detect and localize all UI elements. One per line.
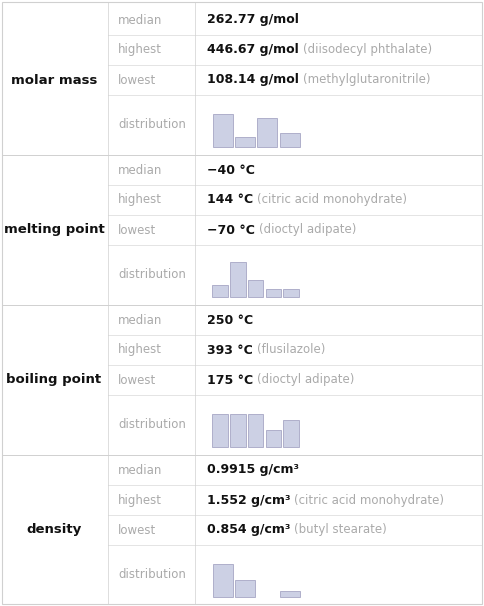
Text: 108.14 g/mol: 108.14 g/mol [207,73,299,87]
Bar [212,414,227,447]
Text: (dioctyl adipate): (dioctyl adipate) [259,224,356,236]
Bar [248,279,263,297]
Bar [230,414,245,447]
Text: median: median [118,164,162,176]
Text: highest: highest [118,44,162,56]
Text: distribution: distribution [118,119,186,132]
Text: lowest: lowest [118,224,156,236]
Bar [280,133,300,147]
Text: density: density [26,524,82,536]
Text: 446.67 g/mol: 446.67 g/mol [207,44,299,56]
Text: distribution: distribution [118,268,186,282]
Text: 0.854 g/cm³: 0.854 g/cm³ [207,524,290,536]
Text: lowest: lowest [118,373,156,387]
Text: (flusilazole): (flusilazole) [257,344,325,356]
Text: 0.9915 g/cm³: 0.9915 g/cm³ [207,464,299,476]
Text: 262.77 g/mol: 262.77 g/mol [207,13,299,27]
Bar [213,564,232,597]
Text: (butyl stearate): (butyl stearate) [294,524,387,536]
Bar [284,420,299,447]
Bar [212,285,227,297]
Bar [213,114,232,147]
Bar [235,138,255,147]
Text: highest: highest [118,193,162,207]
Text: boiling point: boiling point [6,373,102,387]
Text: distribution: distribution [118,568,186,582]
Text: highest: highest [118,344,162,356]
Text: (diisodecyl phthalate): (diisodecyl phthalate) [303,44,432,56]
Text: lowest: lowest [118,524,156,536]
Text: median: median [118,313,162,327]
Text: (citric acid monohydrate): (citric acid monohydrate) [294,493,444,507]
Bar [266,430,281,447]
Text: molar mass: molar mass [11,73,97,87]
Text: −40 °C: −40 °C [207,164,255,176]
Bar [257,118,277,147]
Text: 250 °C: 250 °C [207,313,253,327]
Text: distribution: distribution [118,419,186,431]
Text: 393 °C: 393 °C [207,344,253,356]
Text: (citric acid monohydrate): (citric acid monohydrate) [257,193,407,207]
Text: median: median [118,13,162,27]
Bar [280,591,300,597]
Text: highest: highest [118,493,162,507]
Text: 1.552 g/cm³: 1.552 g/cm³ [207,493,290,507]
Bar [235,579,255,597]
Text: lowest: lowest [118,73,156,87]
Bar [230,262,245,297]
Bar [284,289,299,297]
Bar [248,414,263,447]
Text: (methylglutaronitrile): (methylglutaronitrile) [303,73,430,87]
Text: 144 °C: 144 °C [207,193,253,207]
Text: melting point: melting point [3,224,105,236]
Bar [266,289,281,297]
Text: (dioctyl adipate): (dioctyl adipate) [257,373,354,387]
Text: −70 °C: −70 °C [207,224,255,236]
Text: 175 °C: 175 °C [207,373,253,387]
Text: median: median [118,464,162,476]
